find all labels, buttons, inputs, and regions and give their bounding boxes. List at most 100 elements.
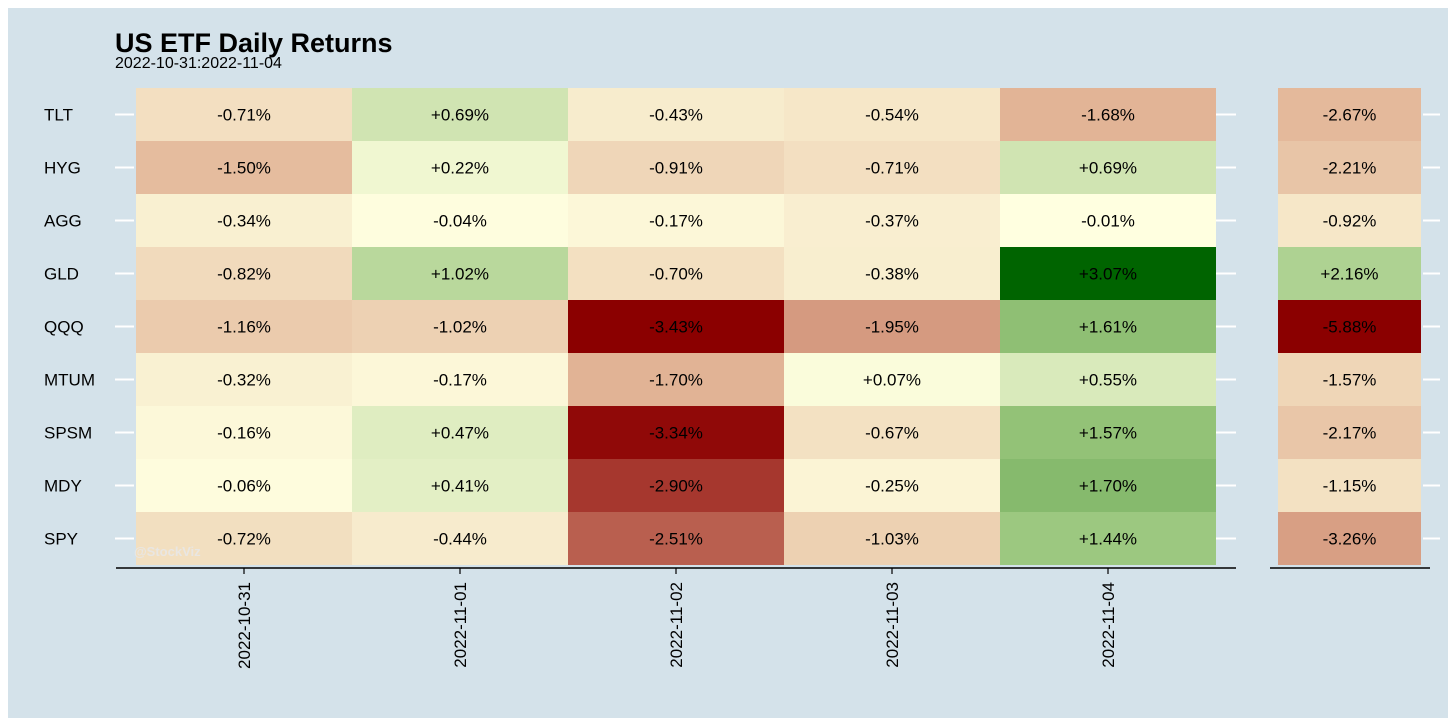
cell-value-label: -0.01% — [1081, 212, 1135, 231]
cumulative-value-label: -5.88% — [1323, 318, 1377, 337]
heatmap-cell — [136, 141, 352, 194]
heatmap-cell — [136, 353, 352, 406]
cell-value-label: -0.17% — [649, 212, 703, 231]
heatmap-cell — [136, 88, 352, 141]
cumulative-value-label: -2.67% — [1323, 106, 1377, 125]
heatmap-cell — [568, 512, 784, 565]
heatmap-cell — [136, 512, 352, 565]
column-label: 2022-11-02 — [667, 582, 686, 668]
heatmap-cell — [352, 247, 568, 300]
heatmap-cell — [1000, 194, 1216, 247]
cell-value-label: -0.25% — [865, 477, 919, 496]
cumulative-value-label: -1.15% — [1323, 477, 1377, 496]
cell-value-label: -2.51% — [649, 530, 703, 549]
cell-value-label: -0.67% — [865, 424, 919, 443]
heatmap-cell — [1000, 353, 1216, 406]
cell-value-label: -0.34% — [217, 212, 271, 231]
column-label: 2022-11-01 — [451, 582, 470, 668]
cell-value-label: -1.70% — [649, 371, 703, 390]
cumulative-cell — [1278, 247, 1421, 300]
cumulative-value-label: -1.57% — [1323, 371, 1377, 390]
heatmap-cell — [352, 512, 568, 565]
cell-value-label: +0.55% — [1079, 371, 1137, 390]
heatmap-cell — [136, 194, 352, 247]
cell-value-label: +1.70% — [1079, 477, 1137, 496]
cell-value-label: -0.06% — [217, 477, 271, 496]
heatmap-cell — [568, 459, 784, 512]
heatmap-cell — [784, 353, 1000, 406]
cumulative-cell — [1278, 300, 1421, 353]
heatmap-cell — [352, 194, 568, 247]
heatmap-cell — [352, 459, 568, 512]
cell-value-label: -0.32% — [217, 371, 271, 390]
cell-value-label: -0.44% — [433, 530, 487, 549]
row-label: HYG — [44, 159, 81, 178]
cumulative-value-label: -3.26% — [1323, 530, 1377, 549]
heatmap-cell — [784, 194, 1000, 247]
heatmap-cell — [784, 247, 1000, 300]
heatmap-cell — [784, 300, 1000, 353]
heatmap-cell — [136, 406, 352, 459]
heatmap-cell — [784, 141, 1000, 194]
cell-value-label: +0.22% — [431, 159, 489, 178]
heatmap-cell — [136, 300, 352, 353]
watermark-text: @StockViz — [134, 544, 201, 559]
cell-value-label: -1.03% — [865, 530, 919, 549]
cell-value-label: -2.90% — [649, 477, 703, 496]
cell-value-label: -3.43% — [649, 318, 703, 337]
cumulative-value-label: -0.92% — [1323, 212, 1377, 231]
cell-value-label: -0.16% — [217, 424, 271, 443]
cumulative-cell — [1278, 459, 1421, 512]
cumulative-value-label: -2.21% — [1323, 159, 1377, 178]
cell-value-label: +0.69% — [431, 106, 489, 125]
heatmap-cell — [1000, 459, 1216, 512]
heatmap-cell — [352, 353, 568, 406]
cumulative-cell — [1278, 141, 1421, 194]
cell-value-label: -1.68% — [1081, 106, 1135, 125]
heatmap-cell — [1000, 406, 1216, 459]
cell-value-label: -0.82% — [217, 265, 271, 284]
heatmap-cell — [352, 141, 568, 194]
cell-value-label: -0.43% — [649, 106, 703, 125]
cell-value-label: +1.44% — [1079, 530, 1137, 549]
cell-value-label: -3.34% — [649, 424, 703, 443]
cell-value-label: -1.95% — [865, 318, 919, 337]
heatmap-cell — [1000, 88, 1216, 141]
column-label: 2022-10-31 — [235, 582, 254, 669]
cumulative-cell — [1278, 194, 1421, 247]
cell-value-label: -0.71% — [865, 159, 919, 178]
cumulative-cell — [1278, 406, 1421, 459]
heatmap-cell — [1000, 141, 1216, 194]
column-label: 2022-11-03 — [883, 582, 902, 668]
heatmap-cell — [568, 353, 784, 406]
heatmap-cell — [568, 300, 784, 353]
heatmap-cell — [136, 459, 352, 512]
chart-subtitle: 2022-10-31:2022-11-04 — [115, 55, 282, 72]
cell-value-label: -0.37% — [865, 212, 919, 231]
cell-value-label: -0.38% — [865, 265, 919, 284]
cell-value-label: -1.50% — [217, 159, 271, 178]
heatmap-cell — [136, 247, 352, 300]
heatmap-cell — [1000, 512, 1216, 565]
row-label: AGG — [44, 212, 82, 231]
cell-value-label: +1.02% — [431, 265, 489, 284]
heatmap-cell — [568, 247, 784, 300]
cell-value-label: -0.72% — [217, 530, 271, 549]
cell-value-label: -0.17% — [433, 371, 487, 390]
cumulative-value-label: -2.17% — [1323, 424, 1377, 443]
cell-value-label: -0.91% — [649, 159, 703, 178]
cumulative-value-label: +2.16% — [1320, 265, 1378, 284]
cell-value-label: +1.57% — [1079, 424, 1137, 443]
row-label: SPY — [44, 530, 78, 549]
row-label: MTUM — [44, 371, 95, 390]
heatmap-cell — [568, 406, 784, 459]
heatmap-cell — [352, 88, 568, 141]
row-label: MDY — [44, 477, 82, 496]
chart-title: US ETF Daily Returns — [115, 28, 393, 58]
heatmap-cell — [1000, 300, 1216, 353]
cell-value-label: -0.71% — [217, 106, 271, 125]
row-label: TLT — [44, 106, 73, 125]
heatmap-cell — [568, 88, 784, 141]
cumulative-cell — [1278, 88, 1421, 141]
